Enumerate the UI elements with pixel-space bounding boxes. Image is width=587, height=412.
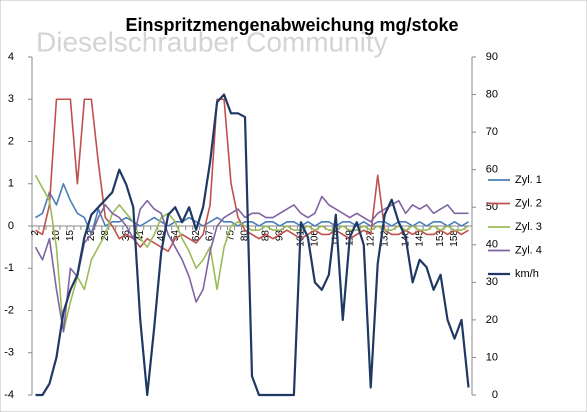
y2-tick-label: 40 <box>486 239 498 251</box>
y2-tick-label: 90 <box>486 51 498 63</box>
x-tick-label: 106 <box>309 230 320 247</box>
legend-label: km/h <box>515 268 539 280</box>
x-tick-label: 62 <box>191 230 202 242</box>
y2-tick-label: 30 <box>486 276 498 288</box>
series-line <box>35 93 470 397</box>
y-tick-label: 3 <box>8 93 14 105</box>
series-line <box>35 98 469 253</box>
y-tick-label: 1 <box>8 178 14 190</box>
x-tick-label: 153 <box>435 230 446 247</box>
y-tick-label: -3 <box>4 347 14 359</box>
y2-tick-label: 0 <box>492 389 498 401</box>
y2-tick-label: 70 <box>486 126 498 138</box>
x-tick-label: 80 <box>240 230 251 242</box>
x-tick-label: 145 <box>414 230 425 247</box>
legend-label: Zyl. 3 <box>515 221 542 233</box>
x-tick-label: 2 <box>30 230 41 236</box>
x-tick-label: 75 <box>226 230 237 242</box>
series-line <box>34 174 469 333</box>
y-tick-label: 2 <box>8 135 14 147</box>
legend-label: Zyl. 4 <box>515 244 542 256</box>
y2-tick-label: 80 <box>486 88 498 100</box>
y-tick-label: 4 <box>8 51 14 63</box>
x-tick-label: 67 <box>205 230 216 242</box>
x-tick-label: 15 <box>65 230 76 242</box>
x-tick-label: 10 <box>51 230 62 242</box>
series-line <box>34 195 469 333</box>
y-tick-label: -1 <box>4 262 14 274</box>
x-tick-label: 54 <box>170 230 181 242</box>
x-tick-label: 49 <box>156 230 167 242</box>
chart-title: Einspritzmengenabweichung mg/stoke <box>125 15 458 35</box>
x-tick-label: 158 <box>449 230 460 247</box>
y2-tick-label: 60 <box>486 164 498 176</box>
x-tick-label: 41 <box>135 230 146 242</box>
series-line <box>35 182 469 236</box>
x-tick-label: 93 <box>275 230 286 242</box>
watermark: Dieselschrauber Community <box>36 26 388 57</box>
legend-label: Zyl. 1 <box>515 174 542 186</box>
y-tick-label: -2 <box>4 304 14 316</box>
y2-tick-label: 20 <box>486 314 498 326</box>
x-tick-label: 132 <box>379 230 390 247</box>
y2-tick-label: 10 <box>486 351 498 363</box>
x-tick-label: 127 <box>365 230 376 247</box>
y-tick-label: 0 <box>8 220 14 232</box>
x-tick-label: 114 <box>330 230 341 246</box>
legend-label: Zyl. 2 <box>515 197 542 209</box>
y-tick-label: -4 <box>4 389 14 401</box>
